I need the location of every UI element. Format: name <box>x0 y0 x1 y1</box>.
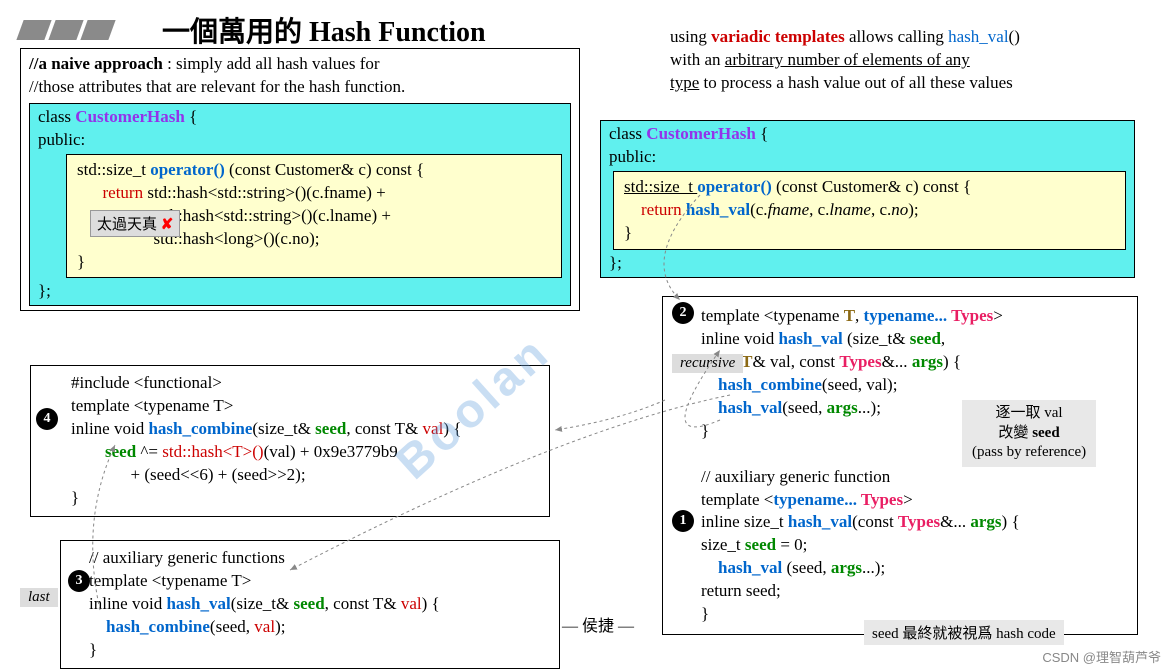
recursive-tag: recursive <box>672 354 743 373</box>
description: using variadic templates allows calling … <box>670 26 1140 95</box>
header-bars <box>20 20 112 40</box>
naive-tag: 太過天真 ✘ <box>90 210 180 237</box>
improved-box: class CustomerHash { public: std::size_t… <box>600 120 1135 278</box>
page-title: 一個萬用的 Hash Function <box>162 10 486 50</box>
author-label: — 侯捷 — <box>562 612 634 636</box>
bar-icon <box>48 20 83 40</box>
naive-comment: //a naive approach : simply add all hash… <box>29 53 571 99</box>
aux-box: // auxiliary generic functions template … <box>60 540 560 669</box>
note-passref: 逐一取 val 改變 seed (pass by reference) <box>962 400 1096 467</box>
bar-icon <box>80 20 115 40</box>
naive-box: //a naive approach : simply add all hash… <box>20 48 580 311</box>
improved-body: std::size_t operator() (const Customer& … <box>613 171 1126 250</box>
step-badge-1: 1 <box>672 510 694 532</box>
step-badge-2: 2 <box>672 302 694 324</box>
csdn-watermark: CSDN @理智葫芦爷 <box>1042 647 1161 666</box>
step-badge-4: 4 <box>36 408 58 430</box>
hashcombine-box: #include <functional> template <typename… <box>30 365 550 517</box>
note-seed: seed 最終就被視爲 hash code <box>864 620 1064 645</box>
bar-icon <box>16 20 51 40</box>
naive-class: class CustomerHash { public: std::size_t… <box>29 103 571 307</box>
step-badge-3: 3 <box>68 570 90 592</box>
last-tag: last <box>20 588 58 607</box>
